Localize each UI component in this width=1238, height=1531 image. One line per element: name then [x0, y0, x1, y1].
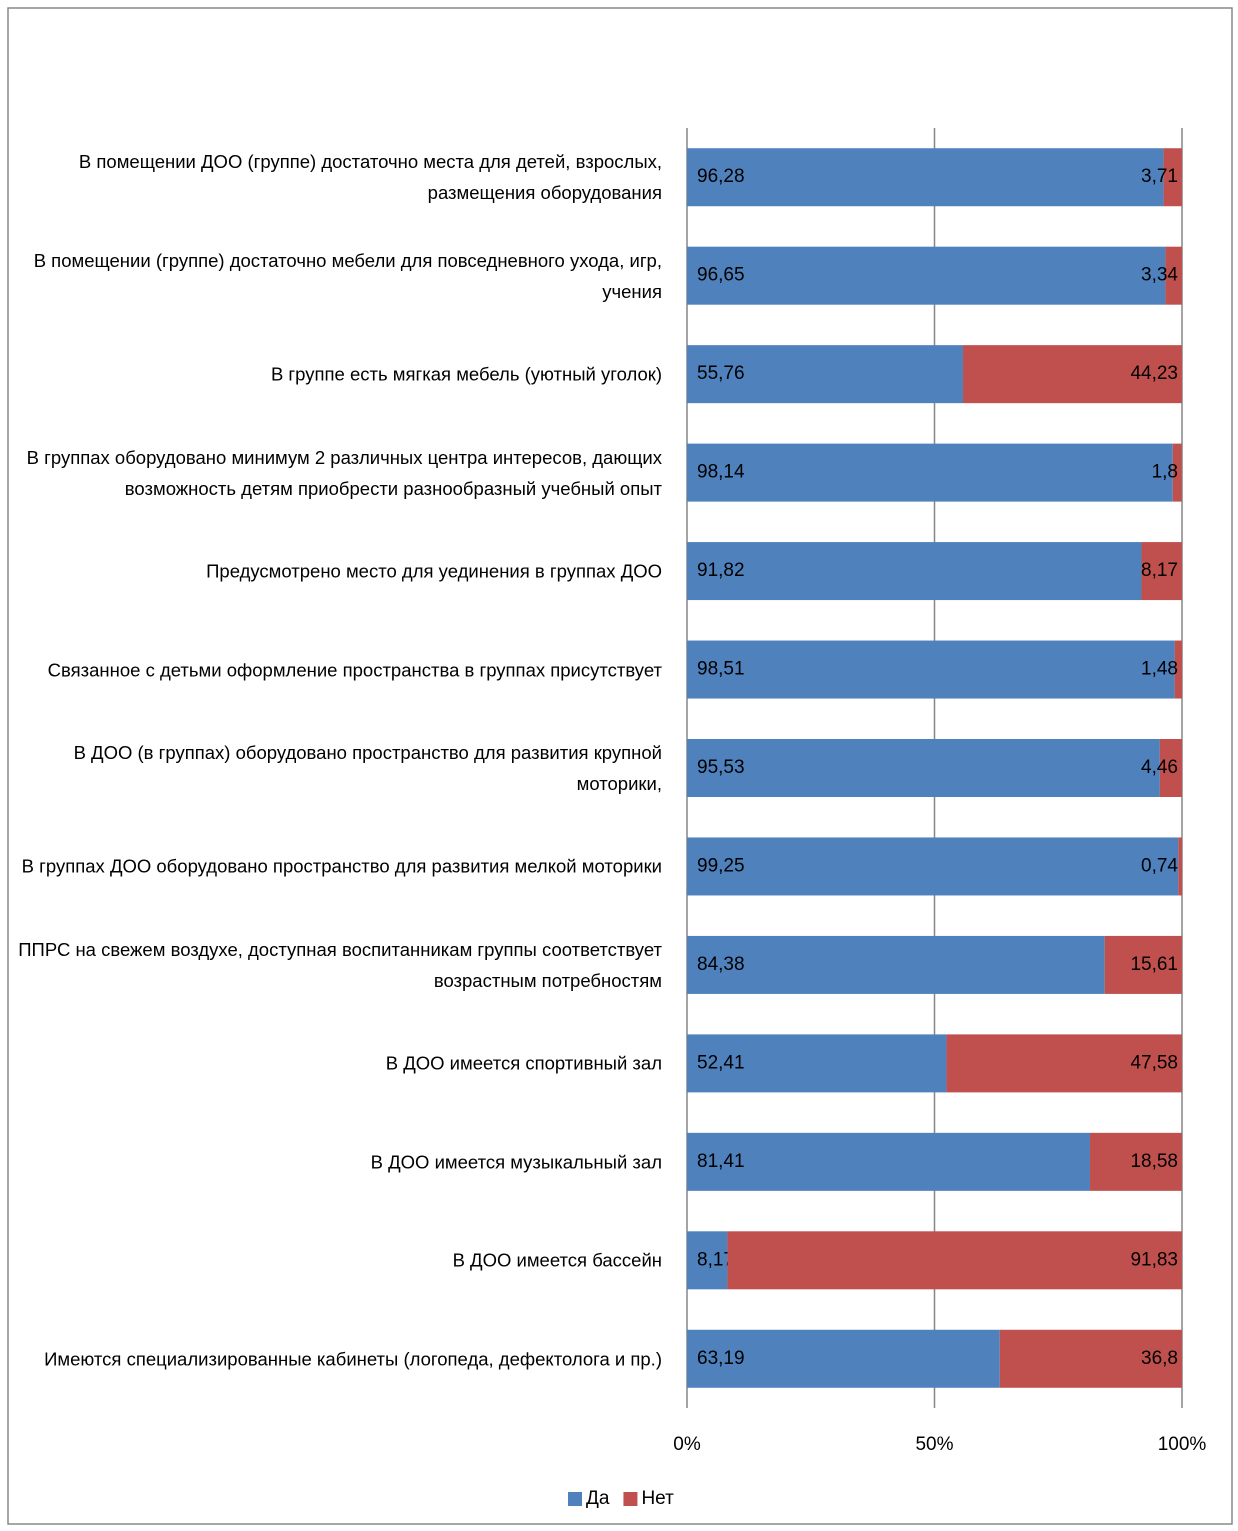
- legend-label: Да: [586, 1488, 610, 1509]
- data-label: 55,76: [697, 363, 745, 384]
- data-label: 91,82: [697, 560, 745, 581]
- data-label: 36,8: [1141, 1348, 1178, 1369]
- y-tick-label: В помещении (группе) достаточно мебели д…: [33, 249, 662, 302]
- bar: [727, 1231, 1182, 1290]
- bar: [946, 1034, 1182, 1093]
- data-label: 95,53: [697, 757, 745, 778]
- y-tick-label: В ДОО имеется музыкальный зал: [370, 1151, 662, 1173]
- y-tick-label: В группах ДОО оборудовано пространство д…: [21, 855, 662, 877]
- bar: [687, 246, 1166, 305]
- bar: [687, 443, 1173, 502]
- legend-swatch: [568, 1492, 582, 1506]
- data-label: 8,17: [1141, 560, 1178, 581]
- bar: [1165, 246, 1182, 305]
- data-label: 1,8: [1152, 462, 1178, 483]
- bar: [1163, 148, 1182, 207]
- data-label: 44,23: [1130, 363, 1178, 384]
- legend-label: Нет: [641, 1488, 674, 1509]
- data-label: 18,58: [1130, 1151, 1178, 1172]
- bar: [687, 542, 1142, 601]
- data-label: 98,14: [697, 462, 745, 483]
- bar: [687, 345, 964, 404]
- y-tick-label: В ДОО (в группах) оборудовано пространст…: [73, 742, 662, 794]
- data-label: 15,61: [1130, 954, 1178, 975]
- bar: [1159, 739, 1182, 797]
- y-tick-label: Предусмотрено место для уединения в груп…: [206, 560, 662, 582]
- data-label: 81,41: [697, 1151, 745, 1172]
- bar: [1141, 542, 1182, 601]
- y-tick-label: В группе есть мягкая мебель (уютный угол…: [270, 363, 662, 385]
- legend-swatch: [623, 1492, 638, 1506]
- data-label: 63,19: [697, 1348, 745, 1369]
- data-label: 96,28: [697, 166, 745, 187]
- y-tick-label: ППРС на свежем воздухе, доступная воспит…: [18, 938, 662, 991]
- x-tick-label: 100%: [1158, 1434, 1207, 1455]
- data-label: 96,65: [697, 265, 745, 286]
- data-label: 3,71: [1141, 166, 1178, 187]
- data-label: 4,46: [1141, 757, 1178, 778]
- y-tick-label: В помещении ДОО (группе) достаточно мест…: [78, 151, 662, 204]
- bar: [687, 739, 1160, 797]
- bar: [687, 837, 1179, 896]
- bar: [1089, 1132, 1182, 1191]
- y-tick-label: Имеются специализированные кабинеты (лог…: [44, 1348, 662, 1370]
- x-tick-label: 50%: [915, 1434, 953, 1455]
- bar: [687, 640, 1175, 699]
- bar: [999, 1329, 1182, 1388]
- y-tick-label: Связанное с детьми оформление пространст…: [47, 659, 662, 681]
- bar: [687, 148, 1164, 207]
- bar: [687, 1231, 728, 1290]
- data-label: 3,34: [1141, 265, 1178, 286]
- data-label: 8,17: [697, 1249, 734, 1270]
- y-tick-label: В ДОО имеется спортивный зал: [385, 1052, 662, 1074]
- bar: [1178, 837, 1182, 896]
- data-label: 98,51: [697, 659, 745, 680]
- bar: [1174, 640, 1182, 699]
- bar: [687, 1329, 1000, 1388]
- data-label: 0,74: [1141, 855, 1178, 876]
- data-label: 84,38: [697, 954, 745, 975]
- bar: [687, 1034, 947, 1093]
- data-label: 52,41: [697, 1052, 745, 1073]
- bar: [687, 935, 1105, 994]
- bar: [687, 1132, 1090, 1191]
- bar: [963, 345, 1182, 404]
- data-label: 99,25: [697, 855, 745, 876]
- bar: [1104, 935, 1182, 994]
- data-label: 1,48: [1141, 659, 1178, 680]
- data-label: 47,58: [1130, 1052, 1178, 1073]
- data-label: 91,83: [1130, 1249, 1178, 1270]
- chart-border: [7, 7, 1233, 1525]
- x-tick-label: 0%: [673, 1434, 701, 1455]
- y-tick-label: В ДОО имеется бассейн: [452, 1249, 662, 1271]
- y-tick-label: В группах оборудовано минимум 2 различны…: [26, 446, 662, 499]
- bar: [1172, 443, 1182, 502]
